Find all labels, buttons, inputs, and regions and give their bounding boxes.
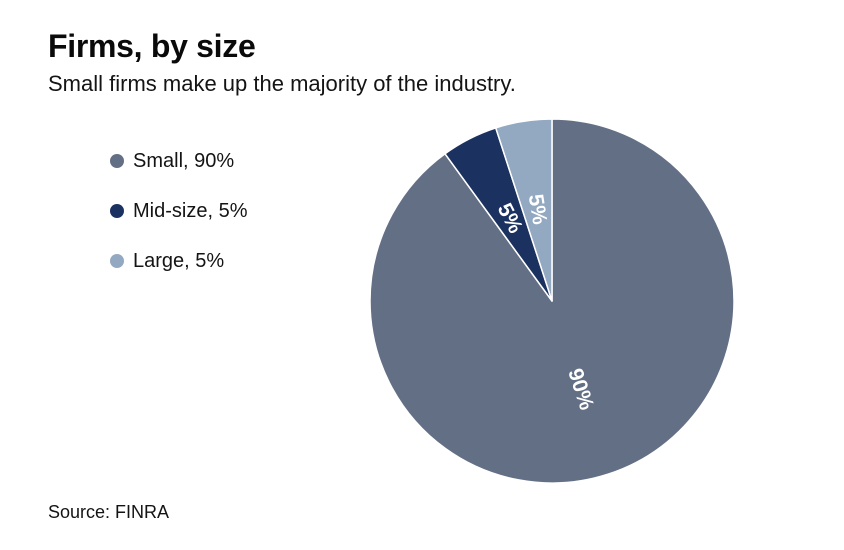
source-text: Source: FINRA xyxy=(48,502,170,522)
legend-swatch-icon xyxy=(110,254,124,268)
legend-label: Small, 90% xyxy=(133,149,235,172)
legend-item: Large, 5% xyxy=(110,250,247,272)
legend-item: Small, 90% xyxy=(110,150,247,172)
pie-slice-large xyxy=(495,118,553,302)
legend-swatch-icon xyxy=(110,204,124,218)
legend-label: Large, 5% xyxy=(133,249,225,272)
page-subtitle: Small firms make up the majority of the … xyxy=(48,71,516,96)
legend-label: Mid-size, 5% xyxy=(133,199,248,222)
page-title: Firms, by size xyxy=(48,28,256,64)
legend-swatch-icon xyxy=(110,154,124,168)
legend: Small, 90% Mid-size, 5% Large, 5% xyxy=(110,150,247,300)
pie-chart: 90% 5% 5% xyxy=(366,115,738,487)
slice-label-large: 5% xyxy=(524,193,552,227)
legend-item: Mid-size, 5% xyxy=(110,200,247,222)
pie-chart-svg: 90%5%5% xyxy=(369,118,735,484)
